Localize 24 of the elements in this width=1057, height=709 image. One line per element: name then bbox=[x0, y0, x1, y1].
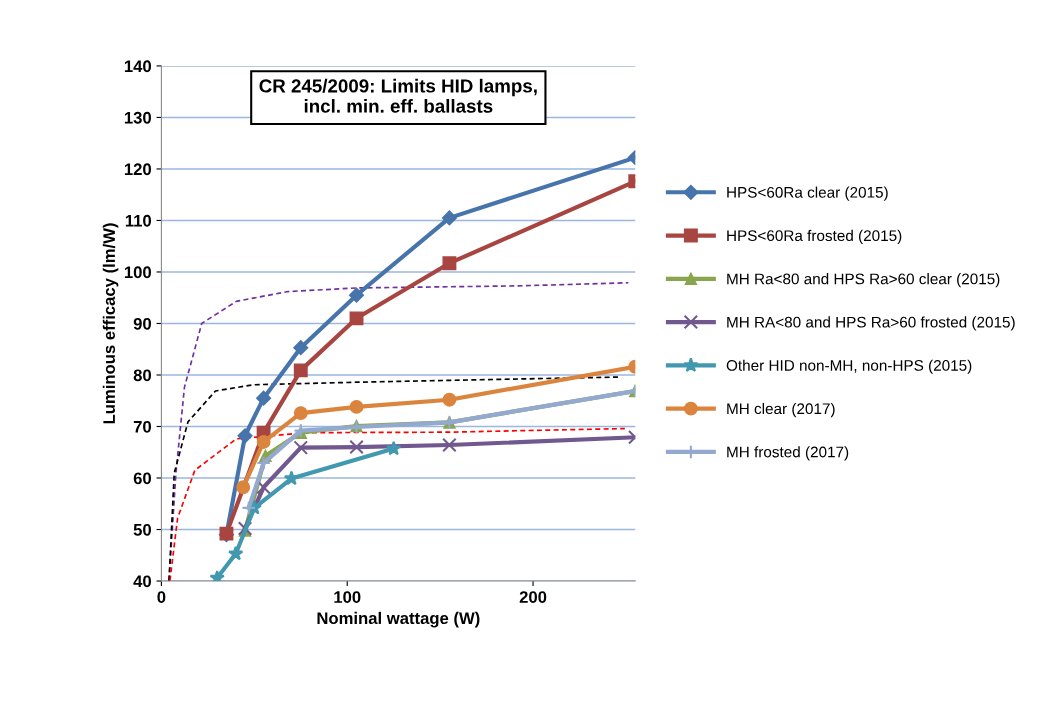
x-tick-label: 0 bbox=[157, 591, 166, 603]
y-tick-label: 90 bbox=[133, 317, 151, 330]
y-axis-title: Luminous efficacy (lm/W) bbox=[102, 223, 119, 424]
text: CR 245/2009: Limits HID lamps, incl. min. eff. ballasts bbox=[259, 78, 537, 113]
x-tick-label: 200 bbox=[519, 591, 547, 603]
y-tick-label: 100 bbox=[124, 266, 151, 279]
y-tick-label: 140 bbox=[124, 60, 151, 73]
x-tick-label: 100 bbox=[334, 591, 361, 603]
legend-label: MH RA<80 and HPS Ra>60 frosted (2015) bbox=[727, 316, 1015, 331]
y-tick-label: 110 bbox=[125, 214, 151, 227]
y-tick-label: 40 bbox=[133, 575, 151, 588]
y-tick-label: 70 bbox=[133, 420, 151, 433]
y-tick-label: 130 bbox=[124, 111, 151, 124]
x-axis-title: Nominal wattage (W) bbox=[317, 611, 480, 628]
legend-label: HPS<60Ra clear (2015) bbox=[727, 186, 888, 201]
y-tick-label: 80 bbox=[133, 369, 151, 382]
y-tick-label: 120 bbox=[124, 163, 151, 176]
legend-label: MH Ra<80 and HPS Ra>60 clear (2015) bbox=[727, 273, 1000, 288]
legend-label: Other HID non-MH, non-HPS (2015) bbox=[726, 359, 972, 374]
y-tick-label: 60 bbox=[133, 472, 151, 485]
legend-label: MH frosted (2017) bbox=[727, 446, 849, 461]
legend-label: MH clear (2017) bbox=[727, 402, 835, 418]
y-tick-label: 50 bbox=[133, 523, 151, 536]
legend-label: HPS<60Ra frosted (2015) bbox=[727, 229, 902, 245]
